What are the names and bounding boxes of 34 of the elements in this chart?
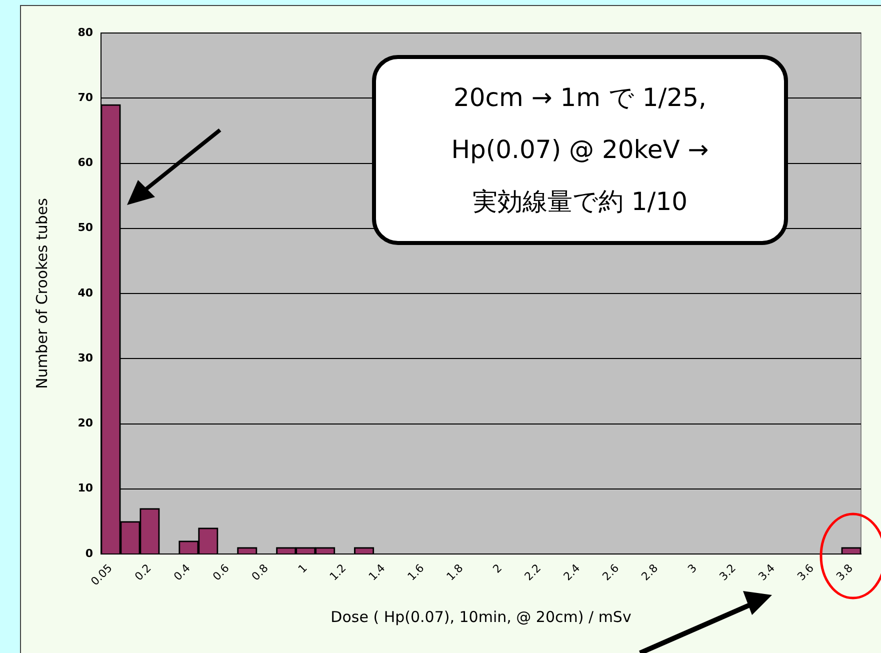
x-tick-label: 1.8 xyxy=(444,562,466,584)
y-tick-label: 40 xyxy=(78,286,94,300)
annotation: 20cm → 1m で 1/25, xyxy=(454,82,706,114)
y-tick-label: 20 xyxy=(78,416,94,430)
x-tick-label: 3.8 xyxy=(834,562,856,584)
x-tick-label: 2.2 xyxy=(522,562,544,584)
y-tick-label: 30 xyxy=(78,351,94,364)
annotation: 実効線量で約 1/10 xyxy=(472,186,688,218)
y-tick-label: 0 xyxy=(85,546,94,560)
x-tick-label: 3.6 xyxy=(794,562,816,584)
x-tick-label: 0.4 xyxy=(171,562,193,584)
x-tick-label: 0.2 xyxy=(132,562,154,584)
x-tick-label: 3.4 xyxy=(756,562,778,584)
y-tick-label: 60 xyxy=(78,156,94,170)
x-tick-label: 3 xyxy=(685,562,700,576)
annotation: Hp(0.07) @ 20keV → xyxy=(451,134,709,166)
x-axis-title: Dose ( Hp(0.07), 10min, @ 20cm) / mSv xyxy=(330,608,632,626)
x-tick-label: 2 xyxy=(490,562,505,576)
x-tick-label: 0.6 xyxy=(210,562,232,584)
x-tick-label: 1.4 xyxy=(366,562,388,584)
x-tick-label: 2.4 xyxy=(561,562,583,584)
x-tick-label: 2.6 xyxy=(600,562,622,584)
y-tick-label: 80 xyxy=(78,26,94,39)
y-tick-label: 50 xyxy=(78,221,94,234)
callout: 20cm → 1m で 1/25, Hp(0.07) @ 20keV → 実効線量で約 1/10 xyxy=(372,55,788,245)
y-axis-title: Number of Crookes tubes xyxy=(32,198,51,389)
x-tick-label: 0.8 xyxy=(249,562,271,584)
y-tick-label: 10 xyxy=(78,482,94,495)
x-tick-label: 1.6 xyxy=(405,562,427,584)
x-tick-label: 1.2 xyxy=(327,562,349,584)
x-tick-label: 1 xyxy=(296,562,310,576)
x-tick-label: 3.2 xyxy=(716,562,738,584)
y-tick-label: 70 xyxy=(78,90,94,104)
x-tick-label: 2.8 xyxy=(638,562,661,584)
